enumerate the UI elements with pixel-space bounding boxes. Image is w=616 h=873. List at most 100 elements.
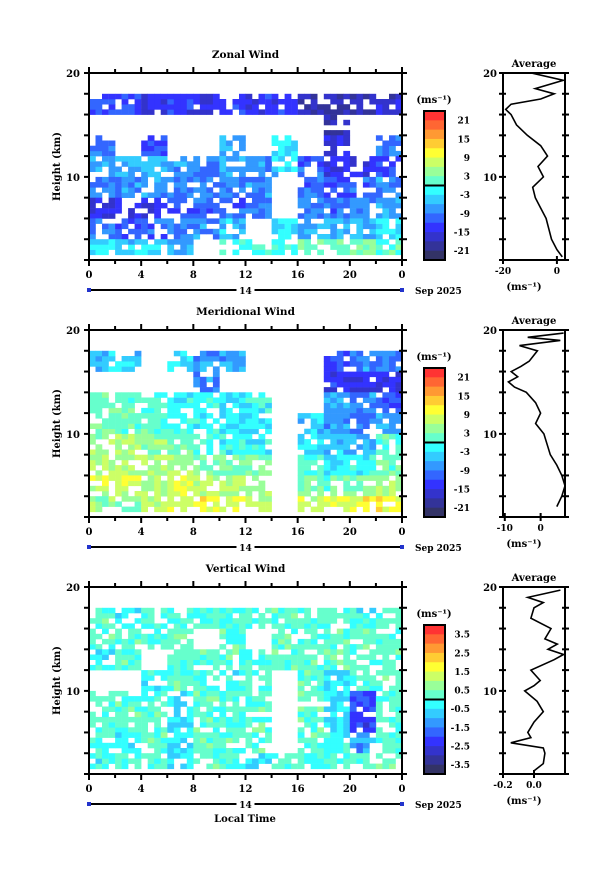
heatmap-cell bbox=[382, 150, 390, 157]
heatmap-cell bbox=[278, 654, 285, 660]
heatmap-cell bbox=[206, 737, 214, 744]
heatmap-cell bbox=[375, 182, 383, 188]
heatmap-cell bbox=[304, 654, 311, 660]
heatmap-cell bbox=[375, 670, 383, 676]
heatmap-cell bbox=[225, 439, 233, 445]
heatmap-cell bbox=[389, 644, 396, 650]
heatmap-cell bbox=[108, 213, 116, 219]
heatmap-cell bbox=[121, 187, 129, 193]
heatmap-cell bbox=[232, 433, 240, 440]
heatmap-cell bbox=[278, 628, 285, 635]
heatmap-cell bbox=[141, 727, 148, 733]
heatmap-cell bbox=[252, 454, 259, 461]
heatmap-cell bbox=[362, 197, 370, 204]
heatmap-cell bbox=[317, 413, 324, 419]
heatmap-cell bbox=[265, 109, 272, 115]
heatmap-cell bbox=[173, 649, 181, 655]
heatmap-cell bbox=[115, 664, 122, 671]
heatmap-cell bbox=[336, 459, 344, 466]
heatmap-cell bbox=[219, 690, 227, 697]
heatmap-cell bbox=[89, 465, 96, 471]
heatmap-cell bbox=[349, 701, 357, 707]
heatmap-cell bbox=[89, 633, 96, 640]
heatmap-cell bbox=[356, 197, 364, 204]
heatmap-cell bbox=[265, 93, 272, 100]
heatmap-cell bbox=[128, 249, 135, 256]
heatmap-cell bbox=[219, 407, 227, 414]
heatmap-cell bbox=[134, 753, 142, 759]
heatmap-cell bbox=[389, 690, 396, 697]
heatmap-cell bbox=[330, 737, 338, 744]
heatmap-cell bbox=[108, 459, 116, 466]
heatmap-cell bbox=[252, 407, 259, 414]
heatmap-cell bbox=[389, 197, 396, 204]
heatmap-cell bbox=[102, 696, 109, 702]
heatmap-cell bbox=[310, 742, 318, 749]
heatmap-cell bbox=[271, 166, 279, 172]
heatmap-cell bbox=[212, 376, 220, 383]
heatmap-cell bbox=[330, 418, 338, 424]
heatmap-cell bbox=[154, 249, 161, 256]
heatmap-cell bbox=[265, 197, 272, 204]
heatmap-cell bbox=[382, 381, 390, 388]
heatmap-cell bbox=[160, 234, 168, 240]
heatmap-cell bbox=[95, 350, 103, 357]
heatmap-cell bbox=[343, 727, 351, 733]
heatmap-cell bbox=[343, 418, 351, 424]
heatmap-cell bbox=[199, 613, 207, 619]
heatmap-cell bbox=[147, 475, 155, 481]
heatmap-cell bbox=[343, 228, 351, 235]
heatmap-cell bbox=[180, 223, 188, 230]
heatmap-cell bbox=[389, 496, 396, 502]
heatmap-cell bbox=[271, 664, 279, 671]
heatmap-cell bbox=[395, 480, 403, 487]
heatmap-cell bbox=[121, 99, 129, 105]
heatmap-cell bbox=[180, 356, 188, 362]
heatmap-cell bbox=[317, 192, 324, 198]
heatmap-cell bbox=[89, 433, 96, 440]
heatmap-cell bbox=[154, 711, 161, 718]
heatmap-cell bbox=[95, 150, 103, 157]
heatmap-cell bbox=[199, 99, 207, 105]
heatmap-cell bbox=[349, 623, 357, 629]
colorbar-cell bbox=[424, 708, 445, 719]
heatmap-cell bbox=[128, 638, 135, 645]
heatmap-cell bbox=[278, 763, 285, 770]
heatmap-cell bbox=[199, 659, 207, 666]
heatmap-cell bbox=[252, 197, 259, 204]
heatmap-cell bbox=[356, 459, 364, 466]
heatmap-cell bbox=[180, 99, 188, 105]
heatmap-cell bbox=[369, 439, 377, 445]
heatmap-cell bbox=[389, 638, 396, 645]
heatmap-cell bbox=[108, 465, 116, 471]
heatmap-cell bbox=[193, 433, 201, 440]
heatmap-cell bbox=[115, 480, 122, 487]
heatmap-cell bbox=[95, 633, 103, 640]
heatmap-cell bbox=[173, 402, 181, 409]
heatmap-cell bbox=[232, 361, 240, 367]
heatmap-cell bbox=[108, 496, 116, 502]
heatmap-cell bbox=[323, 480, 331, 487]
heatmap-cell bbox=[252, 176, 259, 183]
heatmap-cell bbox=[362, 249, 370, 256]
heatmap-cell bbox=[245, 618, 253, 624]
heatmap-cell bbox=[186, 104, 194, 110]
heatmap-cell bbox=[265, 727, 272, 733]
heatmap-cell bbox=[239, 444, 246, 450]
heatmap-cell bbox=[349, 649, 357, 655]
heatmap-cell bbox=[284, 244, 292, 250]
heatmap-cell bbox=[167, 618, 175, 624]
heatmap-cell bbox=[128, 402, 135, 409]
heatmap-cell bbox=[134, 423, 142, 429]
heatmap-cell bbox=[128, 506, 135, 513]
heatmap-cell bbox=[284, 135, 292, 141]
heatmap-cell bbox=[349, 633, 357, 640]
average-y-tick-label: 10 bbox=[483, 430, 497, 441]
heatmap-cell bbox=[258, 727, 266, 733]
heatmap-cell bbox=[212, 716, 220, 723]
heatmap-cell bbox=[395, 249, 403, 256]
heatmap-cell bbox=[212, 454, 220, 461]
heatmap-cell bbox=[323, 485, 331, 492]
heatmap-cell bbox=[258, 501, 266, 507]
heatmap-cell bbox=[206, 104, 214, 110]
